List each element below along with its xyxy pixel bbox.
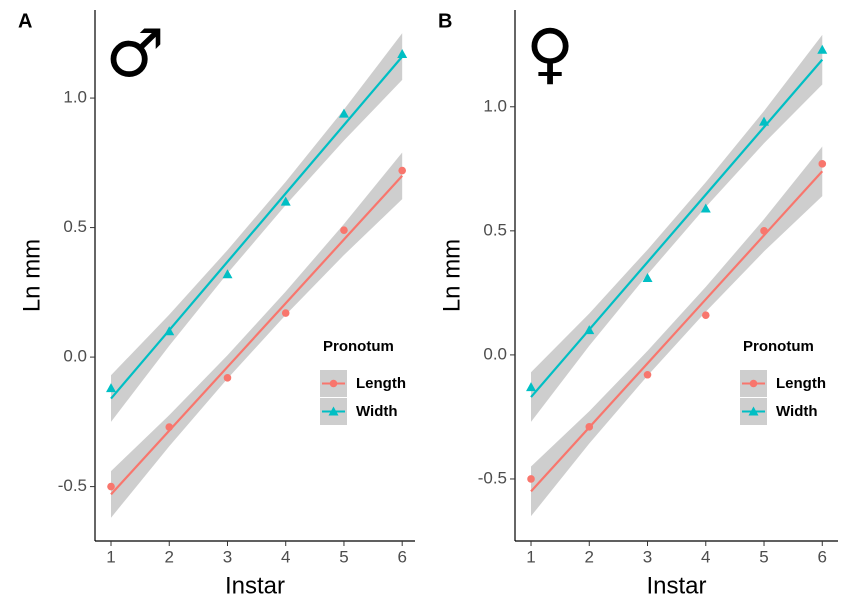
y-tick-label: -0.5 (478, 468, 507, 487)
x-axis-title: Instar (225, 572, 285, 599)
point (280, 196, 291, 206)
point (397, 49, 408, 59)
point (164, 326, 175, 336)
sex-symbol: ♀ (526, 15, 574, 92)
point (527, 475, 535, 483)
point (526, 382, 537, 392)
legend-label: Width (776, 403, 818, 420)
y-tick-label: 0.0 (483, 344, 507, 363)
legend-title: Pronotum (743, 338, 814, 355)
point (328, 406, 339, 416)
y-tick-label: 0.0 (63, 347, 87, 366)
x-tick-label: 3 (643, 547, 652, 566)
point (760, 227, 768, 235)
point (223, 374, 232, 382)
x-tick-label: 3 (223, 547, 232, 566)
point (818, 160, 827, 168)
y-tick-label: 1.0 (483, 96, 507, 115)
point (281, 309, 290, 317)
point (749, 379, 758, 388)
x-tick-label: 4 (281, 547, 290, 566)
point (398, 166, 406, 175)
x-tick-label: 5 (339, 547, 348, 566)
point (340, 226, 348, 234)
fit-line (110, 175, 404, 496)
fit-line (530, 58, 824, 398)
legend-label: Length (776, 375, 826, 392)
x-tick-label: 2 (165, 547, 174, 566)
x-tick-label: 6 (818, 547, 827, 566)
legend-title: Pronotum (323, 338, 394, 355)
point (700, 203, 711, 213)
point (165, 423, 174, 431)
x-tick-label: 1 (526, 547, 535, 566)
x-tick-label: 2 (585, 547, 594, 566)
point (222, 269, 233, 279)
point (643, 370, 652, 379)
x-tick-label: 5 (759, 547, 768, 566)
point (584, 325, 595, 335)
point (106, 383, 117, 393)
legend-label: Width (356, 403, 398, 420)
legend: Pronotum Length Width (320, 338, 406, 425)
panel: B ♀ -0.5 0.0 0.5 1.0 1 2 3 4 5 6 Instar Ln mm Pronotum… (438, 10, 838, 599)
point (338, 108, 349, 118)
point (329, 379, 338, 388)
y-tick-label: 0.5 (483, 220, 507, 239)
y-tick-label: 0.5 (63, 217, 87, 236)
point (748, 406, 759, 416)
panel-label: A (18, 10, 32, 32)
point (585, 423, 594, 431)
x-axis-title: Instar (646, 572, 706, 599)
sex-symbol: ♂ (105, 15, 164, 92)
fit-line (110, 55, 404, 400)
legend: Pronotum Length Width (740, 338, 826, 425)
y-tick-label: -0.5 (58, 476, 87, 495)
point (817, 44, 828, 54)
y-axis-title: Ln mm (438, 239, 465, 312)
point (759, 116, 770, 126)
point (642, 272, 653, 282)
panel: A ♂ -0.5 0.0 0.5 1.0 1 2 3 4 5 6 Instar Ln mm Pronotum… (18, 10, 415, 599)
x-tick-label: 6 (397, 547, 406, 566)
x-tick-label: 1 (106, 547, 115, 566)
panel-label: B (438, 10, 452, 32)
fit-line (530, 170, 824, 493)
y-axis-title: Ln mm (18, 239, 45, 312)
point (107, 482, 115, 491)
point (701, 311, 710, 320)
x-tick-label: 4 (701, 547, 710, 566)
legend-label: Length (356, 375, 406, 392)
y-tick-label: 1.0 (63, 88, 87, 107)
